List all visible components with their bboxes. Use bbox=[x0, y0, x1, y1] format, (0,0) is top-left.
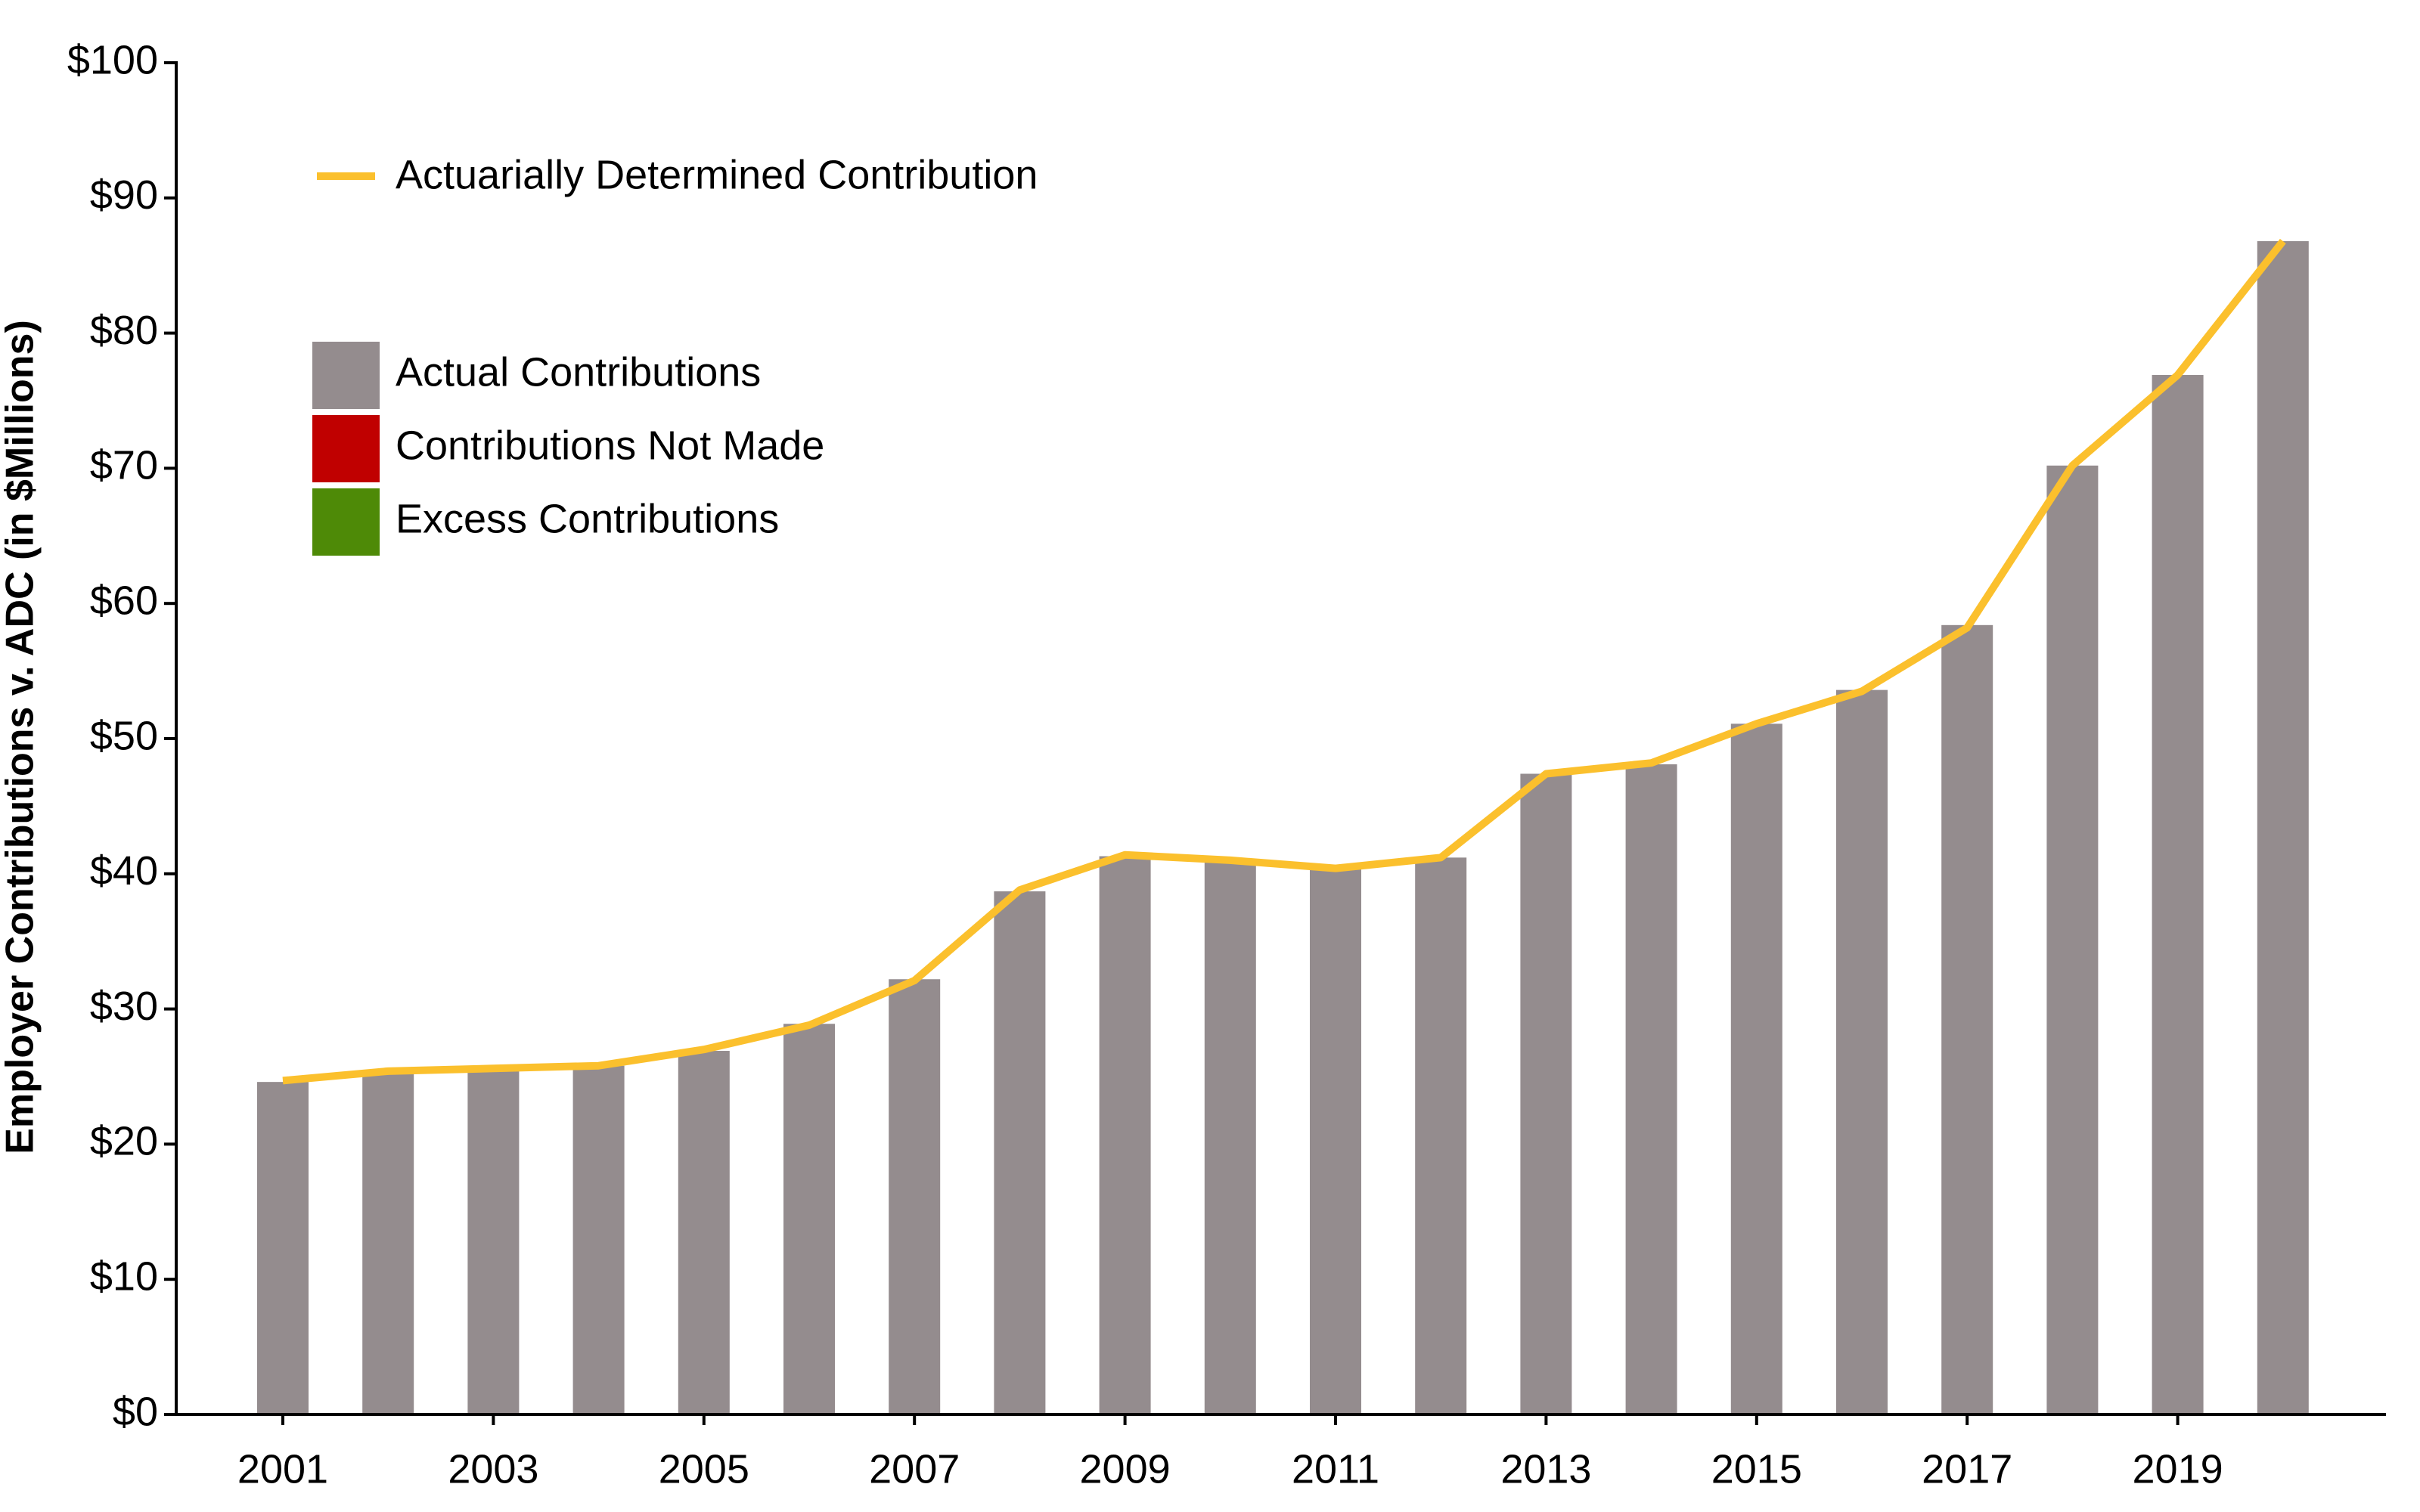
y-tick-label: $60 bbox=[90, 578, 158, 623]
y-tick-label: $30 bbox=[90, 984, 158, 1029]
y-tick-label: $20 bbox=[90, 1119, 158, 1164]
y-tick-label: $40 bbox=[90, 848, 158, 894]
bar bbox=[1836, 689, 1888, 1414]
x-tick-label: 2007 bbox=[869, 1446, 960, 1492]
x-tick-label: 2005 bbox=[659, 1446, 749, 1492]
legend-swatch bbox=[312, 488, 380, 556]
x-tick-label: 2003 bbox=[448, 1446, 538, 1492]
bar bbox=[1415, 857, 1467, 1414]
bar bbox=[994, 891, 1046, 1414]
x-tick-label: 2015 bbox=[1711, 1446, 1802, 1492]
y-tick-label: $0 bbox=[113, 1389, 158, 1434]
legend-label: Excess Contributions bbox=[396, 496, 779, 541]
bar bbox=[678, 1051, 730, 1414]
bar bbox=[572, 1065, 625, 1414]
bar bbox=[467, 1070, 520, 1414]
y-tick-label: $50 bbox=[90, 713, 158, 758]
legend-label: Actuarially Determined Contribution bbox=[396, 152, 1038, 197]
bar bbox=[1625, 764, 1677, 1414]
legend-swatch bbox=[312, 415, 380, 482]
x-tick-label: 2017 bbox=[1922, 1446, 2012, 1492]
legend-label: Actual Contributions bbox=[396, 349, 761, 395]
x-tick-label: 2009 bbox=[1080, 1446, 1171, 1492]
bar bbox=[1730, 723, 1782, 1414]
y-tick-label: $10 bbox=[90, 1253, 158, 1299]
bar bbox=[1204, 860, 1256, 1414]
line bbox=[282, 238, 2286, 1085]
y-axis-label: Employer Contributions v. ADC (in $Milli… bbox=[0, 320, 42, 1154]
y-tick-label: $80 bbox=[90, 308, 158, 353]
bar bbox=[362, 1070, 414, 1414]
x-tick-label: 2019 bbox=[2133, 1446, 2223, 1492]
bar bbox=[257, 1082, 309, 1414]
legend-label: Contributions Not Made bbox=[396, 423, 824, 468]
bar bbox=[2257, 241, 2309, 1414]
bar bbox=[1941, 624, 1993, 1414]
y-tick-label: $100 bbox=[67, 37, 158, 82]
bar bbox=[1310, 868, 1361, 1414]
bar bbox=[2046, 465, 2099, 1414]
y-tick-label: $70 bbox=[90, 443, 158, 488]
x-tick-label: 2011 bbox=[1292, 1446, 1379, 1492]
bar bbox=[889, 979, 941, 1414]
x-tick-label: 2001 bbox=[237, 1446, 328, 1492]
x-tick-label: 2013 bbox=[1500, 1446, 1591, 1492]
bar bbox=[1099, 856, 1151, 1414]
bar bbox=[2152, 375, 2204, 1414]
bar bbox=[783, 1024, 835, 1414]
bar bbox=[1520, 773, 1572, 1414]
y-tick-label: $90 bbox=[90, 172, 158, 218]
legend-swatch bbox=[312, 342, 380, 409]
